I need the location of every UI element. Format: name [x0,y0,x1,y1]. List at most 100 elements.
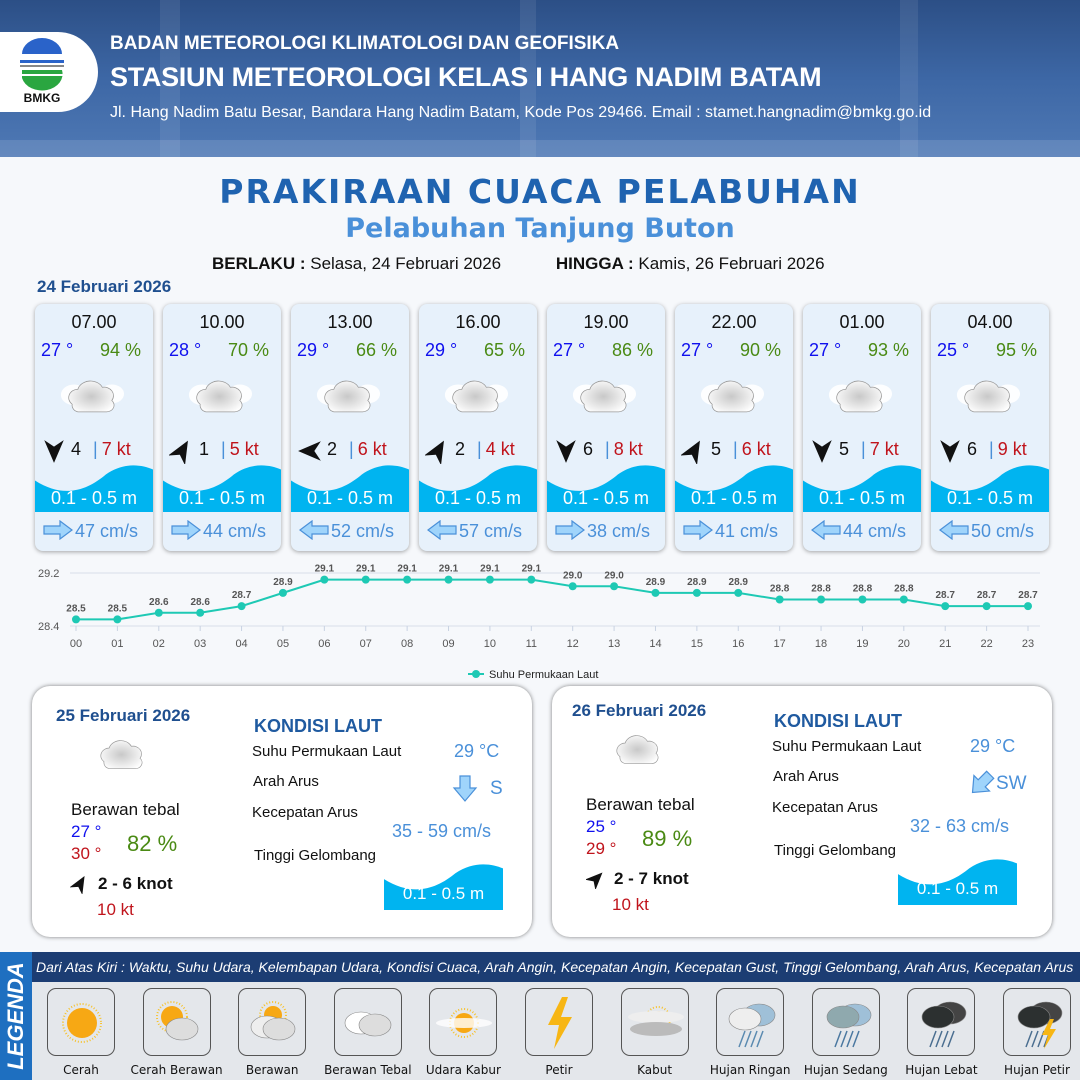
card-humidity: 86 % [611,340,653,360]
current-direction-value: SW [996,773,1027,794]
legend-item-label: Berawan Tebal [324,1063,412,1077]
station-name: STASIUN METEOROLOGI KELAS I HANG NADIM B… [110,62,822,92]
x-tick-label: 12 [567,638,579,650]
current-direction-value: S [490,778,503,799]
panel-temp-min: 25 ° [586,817,617,836]
data-label: 28.8 [811,584,831,595]
card-gust: 6 kt [733,439,771,460]
panel-temp-max: 30 ° [71,844,102,863]
current-direction-icon [811,519,841,545]
card-humidity: 90 % [739,340,781,360]
y-tick-label: 28.4 [38,621,59,633]
station-address: Jl. Hang Nadim Batu Besar, Bandara Hang … [110,104,932,121]
card-current-speed: 52 cm/s [331,521,395,541]
card-temperature: 29 ° [297,340,330,360]
legend-item-label: Hujan Petir [1004,1063,1070,1077]
wave-icon [931,462,1049,517]
card-gust: 7 kt [93,439,131,460]
data-point [982,602,991,611]
thick-cloud-icon [315,376,381,421]
legend-item-label: Petir [545,1063,573,1077]
sst-value: 29 °C [454,741,500,761]
x-tick-label: 02 [153,638,165,650]
data-label: 28.7 [935,590,955,601]
data-point [361,575,370,584]
card-temperature: 28 ° [169,340,202,360]
card-humidity: 93 % [867,340,909,360]
wave-icon [291,462,409,517]
light-rain-icon [728,1003,776,1048]
data-point [568,582,577,591]
x-tick-label: 10 [484,638,496,650]
wind-direction-icon [584,869,606,894]
forecast-card: 22.00 27 ° 90 % 5 6 kt 0.1 - 0.5 m 41 cm… [675,304,793,551]
data-point [403,575,412,584]
data-point [610,582,619,591]
x-tick-label: 20 [898,638,910,650]
thick-cloud-icon [699,376,765,421]
wind-direction-icon [937,438,963,469]
card-wind-speed: 6 [583,439,594,459]
current-speed-label: Kecepatan Arus [252,804,358,821]
wind-direction-icon [809,438,835,469]
current-direction-icon [299,519,329,545]
wind-direction-icon [680,438,707,469]
x-tick-label: 00 [70,638,82,650]
card-temperature: 29 ° [425,340,458,360]
wave-icon [419,462,537,517]
data-label: 28.5 [66,603,86,614]
data-label: 29.0 [604,570,624,581]
card-wave-height: 0.1 - 0.5 m [50,488,138,508]
wave-height-value: 0.1 - 0.5 m [916,879,999,898]
data-label: 28.7 [977,590,997,601]
data-label: 29.1 [356,564,376,575]
sst-label: Suhu Permukaan Laut [252,743,402,760]
forecast-card: 01.00 27 ° 93 % 5 7 kt 0.1 - 0.5 m 44 cm… [803,304,921,551]
svg-text:BMKG: BMKG [24,91,61,105]
haze-icon [436,1008,493,1038]
card-gust: 6 kt [349,439,387,460]
forecast-card: 19.00 27 ° 86 % 6 8 kt 0.1 - 0.5 m 38 cm… [547,304,665,551]
wave-height-value: 0.1 - 0.5 m [402,884,485,903]
sun-icon [62,1003,102,1043]
thick-cloud-icon [955,376,1021,421]
wind-direction-icon [41,438,67,469]
thunderstorm-icon [1017,1001,1063,1049]
forecast-card: 10.00 28 ° 70 % 1 5 kt 0.1 - 0.5 m 44 cm… [163,304,281,551]
legend-description: Dari Atas Kiri : Waktu, Suhu Udara, Kele… [36,959,1074,975]
panel-condition: Berawan tebal [71,800,180,819]
wave-icon [35,462,153,517]
panel-humidity: 82 % [127,831,178,856]
wave-icon [675,462,793,517]
legend-item-label: Berawan [245,1063,299,1077]
data-point [196,608,205,617]
card-wind-speed: 5 [711,439,722,459]
thick-cloud-icon [187,376,253,421]
legend-item-label: Udara Kabur [425,1063,501,1077]
panel-humidity: 89 % [642,826,693,851]
data-label: 28.9 [646,577,666,588]
card-time: 19.00 [583,312,629,332]
card-current-speed: 47 cm/s [75,521,139,541]
card-current-speed: 50 cm/s [971,521,1035,541]
card-wave-height: 0.1 - 0.5 m [434,488,522,508]
wind-direction-icon [297,438,323,469]
data-label: 28.8 [770,584,790,595]
card-wave-height: 0.1 - 0.5 m [690,488,778,508]
data-label: 28.8 [853,584,873,595]
card-wind-speed: 6 [967,439,978,459]
data-point [858,595,867,604]
page-title: PRAKIRAAN CUACA PELABUHAN [219,172,861,211]
thick-cloud-icon [827,376,893,421]
card-wind-speed: 5 [839,439,850,459]
card-time: 07.00 [71,312,117,332]
data-point [651,588,660,597]
fog-icon [627,1006,684,1036]
x-tick-label: 13 [608,638,620,650]
wave-height-label: Tinggi Gelombang [774,842,897,859]
legend-item-label: Hujan Sedang [803,1063,888,1077]
daily-panel: 25 Februari 2026 Berawan tebal 27 ° 30 °… [32,686,532,937]
legend-item [525,988,593,1056]
x-tick-label: 11 [526,638,537,650]
card-wind-speed: 2 [327,439,338,459]
